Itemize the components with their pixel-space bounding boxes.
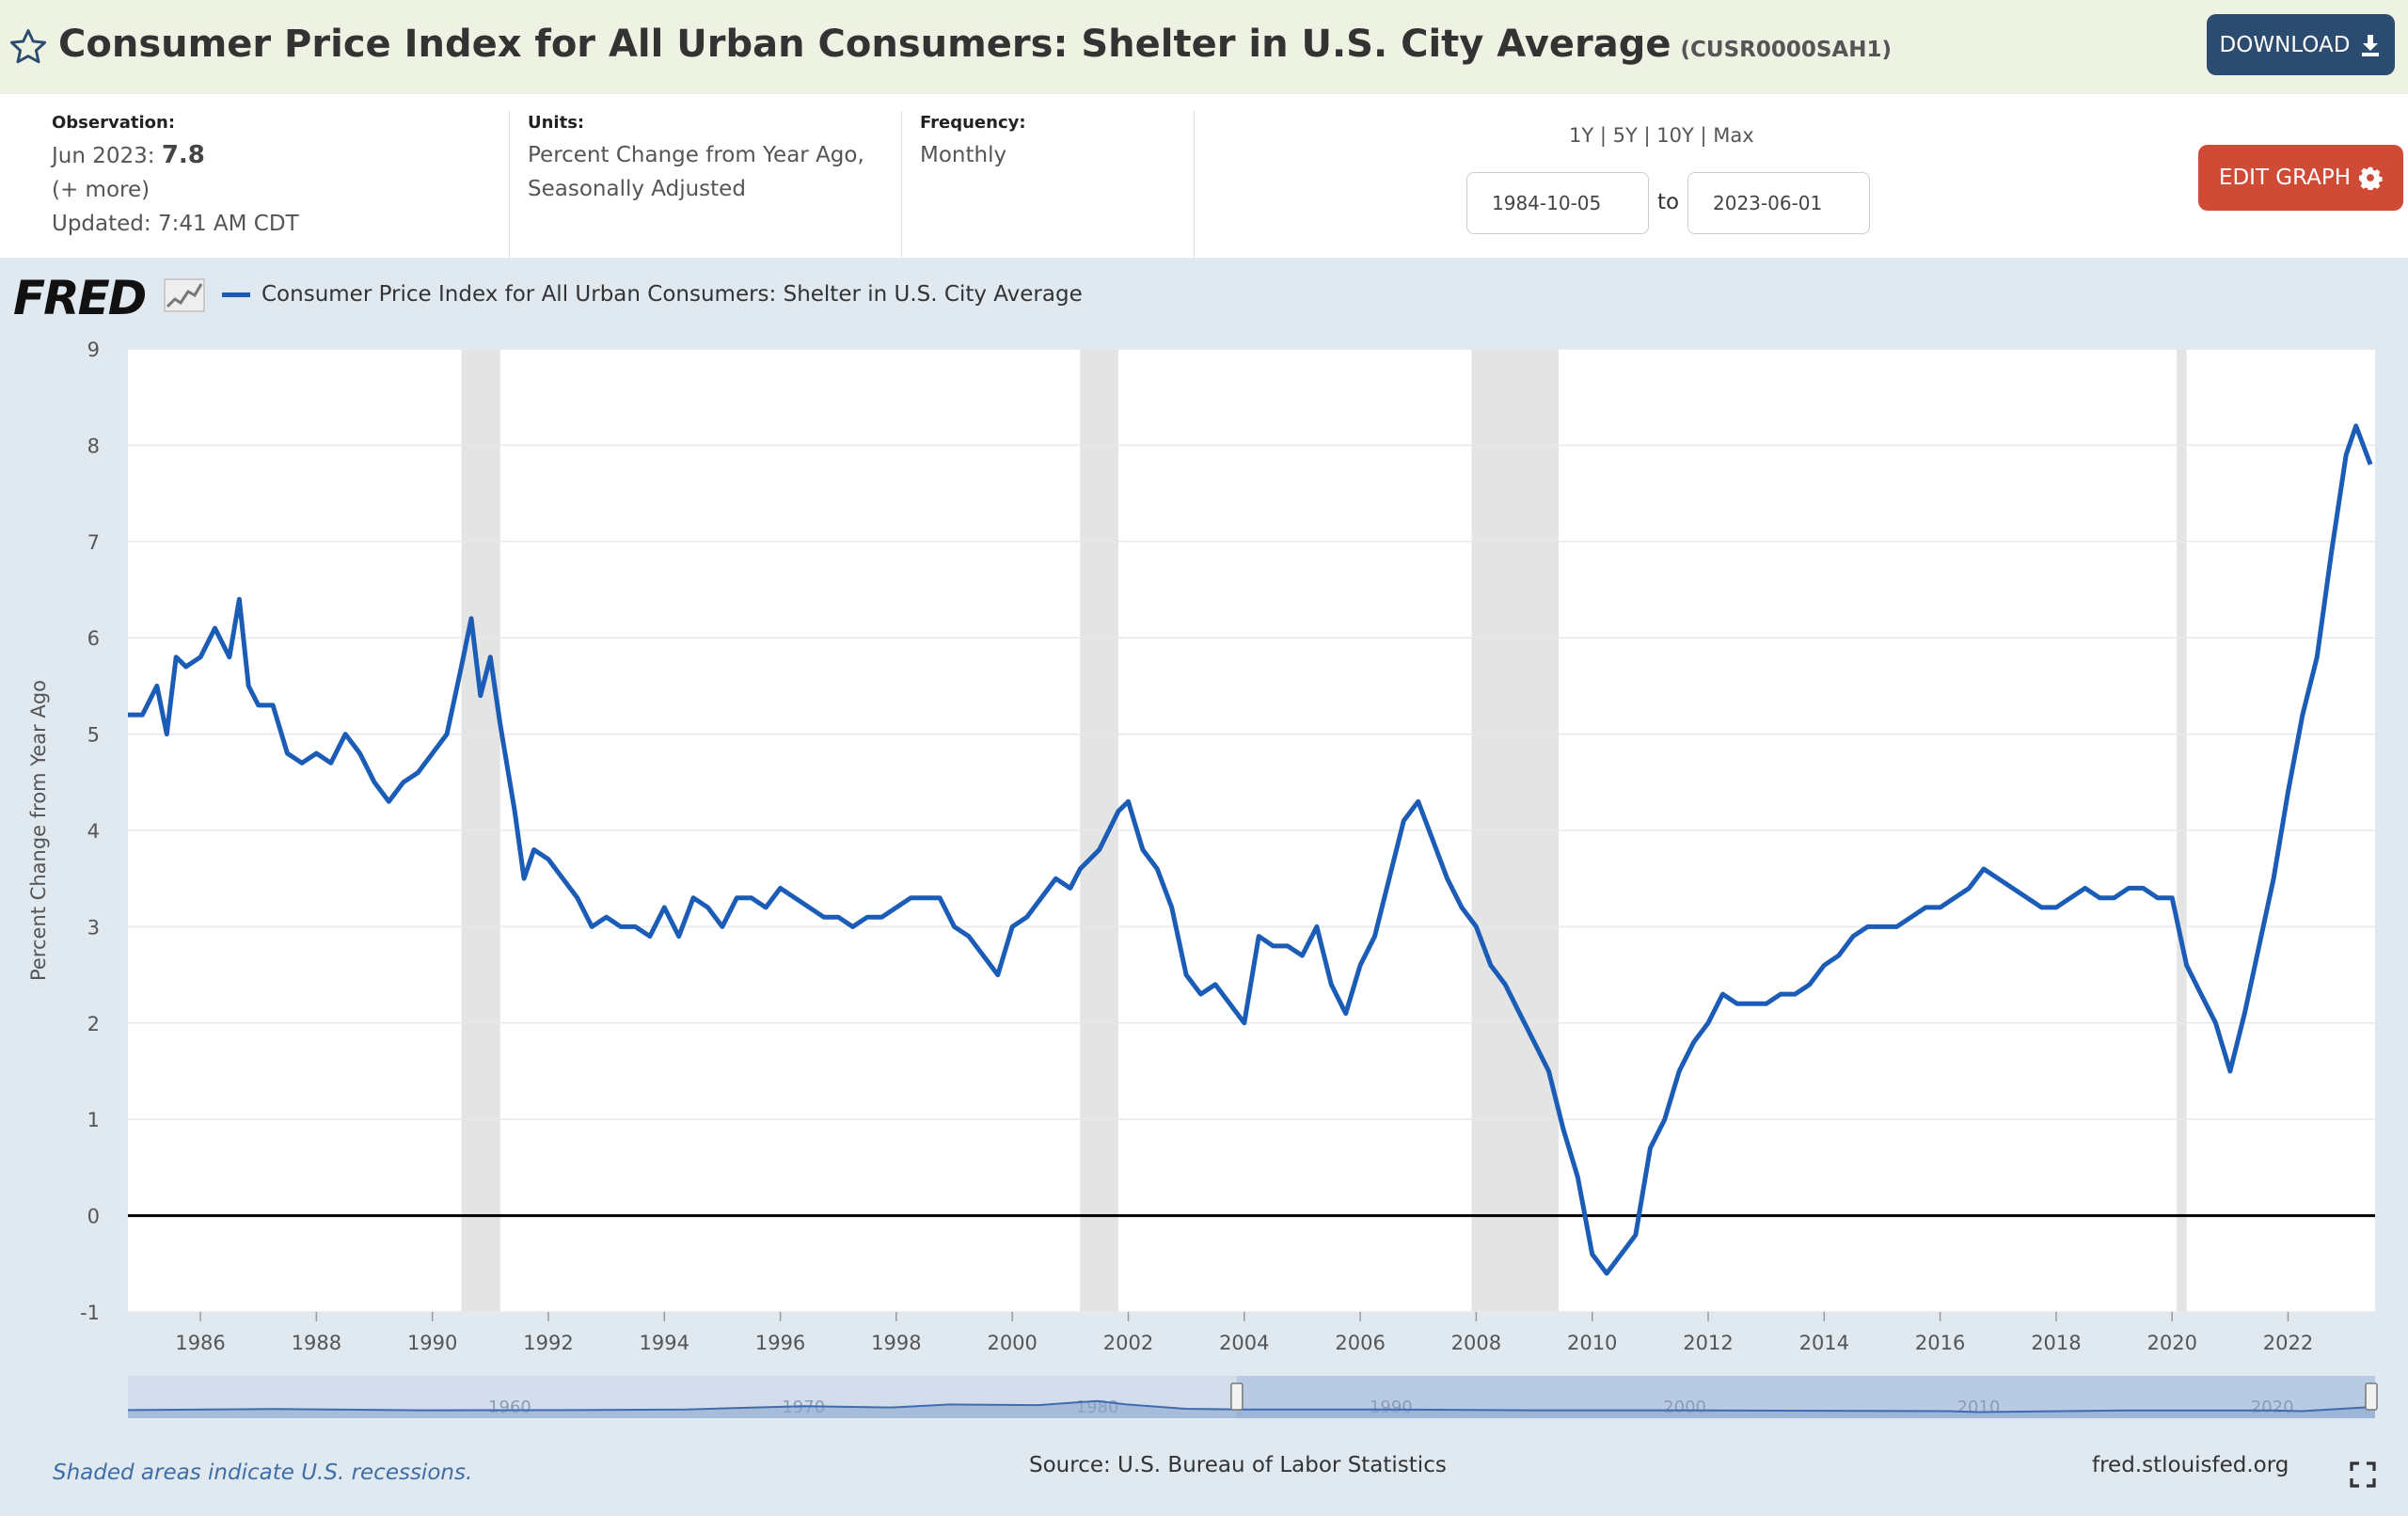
observation-date: Jun 2023: [52, 144, 155, 168]
observation-label: Observation: [52, 113, 176, 133]
series-id: (CUSR0000SAH1) [1680, 38, 1893, 62]
y-tick-label: 9 [87, 339, 100, 361]
observation-value: 7.8 [161, 141, 205, 169]
fred-graph-icon [164, 278, 205, 312]
x-tick-label: 2016 [1915, 1332, 1965, 1354]
y-tick-label: 4 [87, 820, 100, 843]
end-date-input[interactable]: 2023-06-01 [1687, 172, 1870, 234]
units-label: Units: [528, 113, 585, 133]
x-tick-label: 1992 [523, 1332, 573, 1354]
line-chart: -1 0 1 2 3 4 5 6 7 8 9 1986 1988 1990 1992 1994 1996 1998… [27, 339, 2378, 1418]
x-tick-label: 1994 [640, 1332, 689, 1354]
source-text: Source: U.S. Bureau of Labor Statistics [1029, 1453, 1447, 1477]
x-tick-label: 2014 [1799, 1332, 1849, 1354]
download-button[interactable]: DOWNLOAD [2207, 14, 2395, 75]
to-label: to [1657, 190, 1680, 214]
page-title: Consumer Price Index for All Urban Consu… [58, 23, 1892, 66]
y-tick-label: 6 [87, 627, 100, 650]
x-tick-label: 2002 [1103, 1332, 1153, 1354]
x-tick-label: 2000 [987, 1332, 1037, 1354]
x-tick-label: 1998 [871, 1332, 921, 1354]
units-block: Units: Percent Change from Year Ago, Sea… [528, 113, 864, 206]
x-tick-label: 2004 [1219, 1332, 1269, 1354]
navigator-line [127, 1399, 2376, 1413]
x-tick-label: 2022 [2263, 1332, 2313, 1354]
y-tick-label: 8 [87, 434, 100, 457]
y-tick-label: 0 [87, 1206, 100, 1228]
divider [1194, 111, 1195, 258]
fred-url-link[interactable]: fred.stlouisfed.org [2092, 1453, 2289, 1477]
units-line1: Percent Change from Year Ago, [528, 143, 864, 167]
start-date-input[interactable]: 1984-10-05 [1466, 172, 1649, 234]
fullscreen-icon[interactable] [2348, 1460, 2378, 1490]
y-tick-label: 3 [87, 916, 100, 939]
gear-icon [2359, 166, 2383, 190]
star-icon[interactable] [8, 26, 49, 68]
info-bar: Observation: Jun 2023: 7.8 (+ more) Upda… [0, 94, 2408, 258]
edit-graph-button[interactable]: EDIT GRAPH [2198, 145, 2403, 211]
x-tick-label: 2018 [2031, 1332, 2081, 1354]
legend-swatch [222, 292, 250, 297]
x-tick-label: 2010 [1567, 1332, 1617, 1354]
frequency-block: Frequency: Monthly [920, 113, 1026, 172]
y-tick-label: 1 [87, 1109, 100, 1131]
divider [509, 111, 510, 258]
download-icon [2362, 34, 2380, 56]
x-tick-label: 1996 [755, 1332, 805, 1354]
observation-block: Observation: Jun 2023: 7.8 (+ more) Upda… [52, 113, 299, 241]
x-tick-label: 2008 [1451, 1332, 1501, 1354]
x-tick-label: 1986 [175, 1332, 225, 1354]
frequency-value: Monthly [920, 143, 1007, 167]
units-line2: Seasonally Adjusted [528, 177, 746, 201]
series-title: Consumer Price Index for All Urban Consu… [58, 23, 1671, 66]
series-line [128, 423, 2373, 1276]
chart-legend: Consumer Price Index for All Urban Consu… [222, 282, 1083, 307]
recession-note: Shaded areas indicate U.S. recessions. [53, 1461, 473, 1485]
range-links[interactable]: 1Y | 5Y | 10Y | Max [1569, 124, 1754, 147]
x-tick-label: 1988 [292, 1332, 341, 1354]
y-tick-label: -1 [80, 1302, 100, 1324]
x-tick-label: 2012 [1683, 1332, 1733, 1354]
more-link[interactable]: (+ more) [52, 178, 150, 202]
y-tick-label: 7 [87, 531, 100, 554]
y-axis-label: Percent Change from Year Ago [27, 680, 50, 981]
y-tick-label: 5 [87, 724, 100, 747]
x-tick-label: 2020 [2147, 1332, 2196, 1354]
x-tick-label: 1990 [407, 1332, 457, 1354]
divider [901, 111, 902, 258]
frequency-label: Frequency: [920, 113, 1026, 133]
fred-logo: FRED [13, 271, 147, 325]
navigator-handle-right[interactable] [2365, 1382, 2378, 1411]
title-bar: Consumer Price Index for All Urban Consu… [0, 0, 2408, 94]
x-tick-label: 2006 [1335, 1332, 1385, 1354]
navigator-handle-left[interactable] [1230, 1382, 1244, 1411]
legend-label: Consumer Price Index for All Urban Consu… [261, 282, 1083, 307]
updated-text: Updated: 7:41 AM CDT [52, 212, 299, 236]
download-label: DOWNLOAD [2219, 32, 2351, 57]
edit-graph-label: EDIT GRAPH [2218, 166, 2352, 190]
y-tick-label: 2 [87, 1013, 100, 1035]
